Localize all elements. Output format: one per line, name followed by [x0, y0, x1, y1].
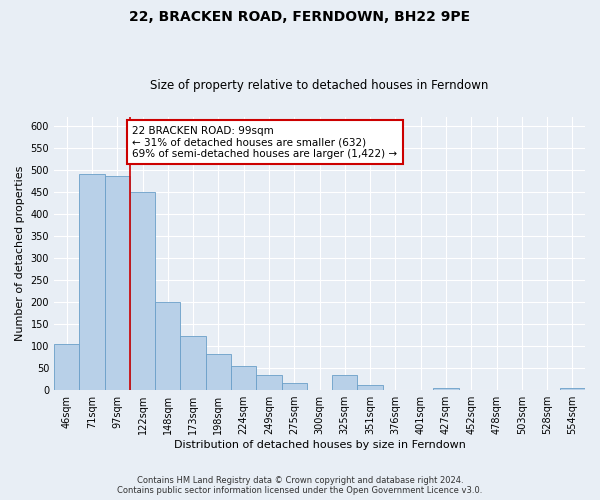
Bar — [54, 344, 79, 390]
Bar — [256, 374, 281, 390]
Bar — [560, 388, 585, 390]
Bar — [181, 336, 206, 390]
Text: 22 BRACKEN ROAD: 99sqm
← 31% of detached houses are smaller (632)
69% of semi-de: 22 BRACKEN ROAD: 99sqm ← 31% of detached… — [133, 126, 398, 159]
Bar — [433, 388, 458, 390]
Bar — [358, 385, 383, 390]
Bar — [155, 302, 181, 390]
Bar — [281, 383, 307, 390]
Title: Size of property relative to detached houses in Ferndown: Size of property relative to detached ho… — [151, 79, 489, 92]
Text: 22, BRACKEN ROAD, FERNDOWN, BH22 9PE: 22, BRACKEN ROAD, FERNDOWN, BH22 9PE — [130, 10, 470, 24]
Bar — [79, 174, 104, 390]
Bar — [104, 176, 130, 390]
X-axis label: Distribution of detached houses by size in Ferndown: Distribution of detached houses by size … — [173, 440, 466, 450]
Text: Contains HM Land Registry data © Crown copyright and database right 2024.
Contai: Contains HM Land Registry data © Crown c… — [118, 476, 482, 495]
Bar — [332, 374, 358, 390]
Y-axis label: Number of detached properties: Number of detached properties — [15, 166, 25, 341]
Bar — [231, 366, 256, 390]
Bar — [206, 354, 231, 390]
Bar — [130, 192, 155, 390]
